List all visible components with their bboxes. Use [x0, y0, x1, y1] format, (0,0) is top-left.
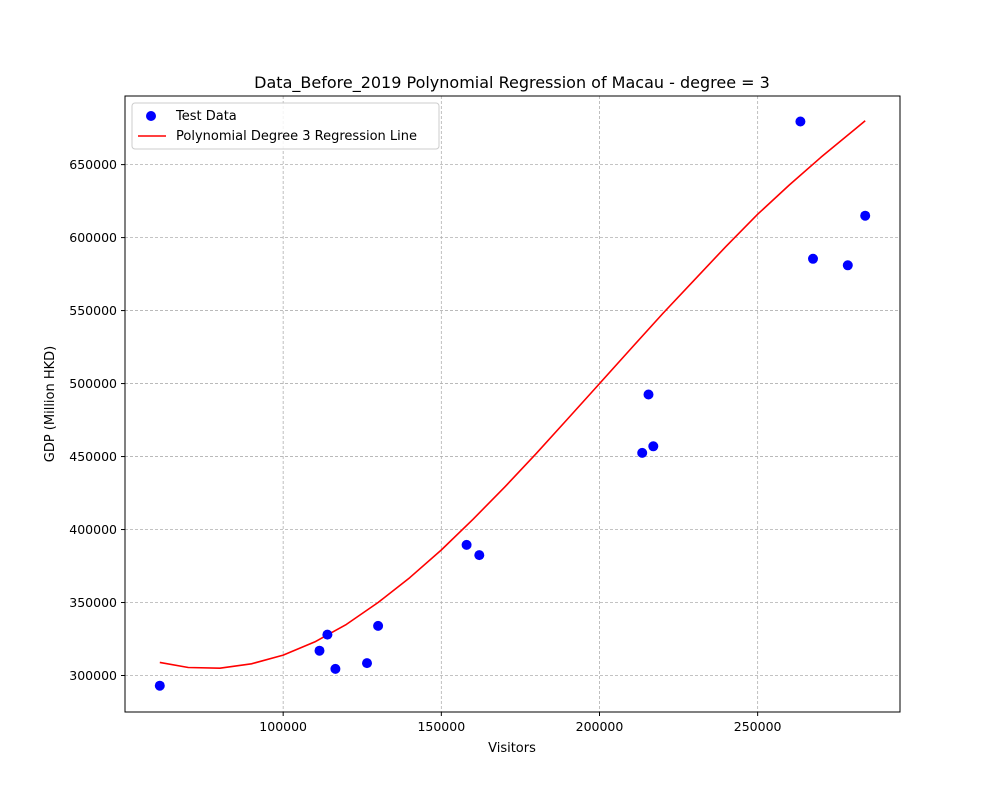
- data-point: [808, 253, 818, 264]
- legend-marker-test-data: [146, 111, 156, 121]
- data-point: [362, 658, 372, 669]
- regression-line: [159, 120, 866, 669]
- data-point: [330, 663, 341, 674]
- regression-line-layer: [159, 120, 866, 669]
- test-data-points: [154, 116, 871, 691]
- y-tick-label: 400000: [69, 522, 117, 537]
- y-tick-label: 500000: [69, 376, 117, 391]
- legend-label-test-data: Test Data: [175, 109, 237, 124]
- data-point: [474, 550, 485, 561]
- data-point: [842, 260, 853, 271]
- y-tick-label: 300000: [69, 668, 117, 683]
- legend: Test Data Polynomial Degree 3 Regression…: [131, 102, 440, 150]
- grid: [125, 96, 900, 712]
- x-axis-ticks: 100000 150000 200000 250000: [259, 712, 782, 734]
- data-point: [373, 620, 384, 631]
- data-point: [795, 116, 806, 127]
- x-axis-label: Visitors: [488, 741, 536, 756]
- y-tick-label: 600000: [69, 230, 117, 245]
- x-tick-label: 150000: [417, 719, 465, 734]
- y-tick-label: 550000: [69, 303, 117, 318]
- legend-label-regression-line: Polynomial Degree 3 Regression Line: [176, 129, 417, 144]
- y-axis-ticks: 300000 350000 400000 450000 500000 550000 6000…: [69, 157, 125, 683]
- data-point: [637, 447, 648, 458]
- data-point: [314, 645, 325, 656]
- data-point: [648, 441, 659, 452]
- y-tick-label: 450000: [69, 449, 117, 464]
- x-tick-label: 100000: [259, 719, 307, 734]
- data-point: [860, 210, 871, 221]
- legend-box: [131, 102, 440, 150]
- x-tick-label: 250000: [734, 719, 782, 734]
- data-point: [154, 680, 165, 691]
- data-point: [461, 539, 472, 550]
- y-tick-label: 650000: [69, 157, 117, 172]
- chart-title: Data_Before_2019 Polynomial Regression o…: [254, 73, 770, 93]
- data-point: [643, 389, 654, 400]
- data-point: [322, 629, 333, 640]
- x-tick-label: 200000: [576, 719, 624, 734]
- y-tick-label: 350000: [69, 595, 117, 610]
- plot-frame: [124, 95, 901, 713]
- y-axis-label: GDP (Million HKD): [43, 346, 58, 463]
